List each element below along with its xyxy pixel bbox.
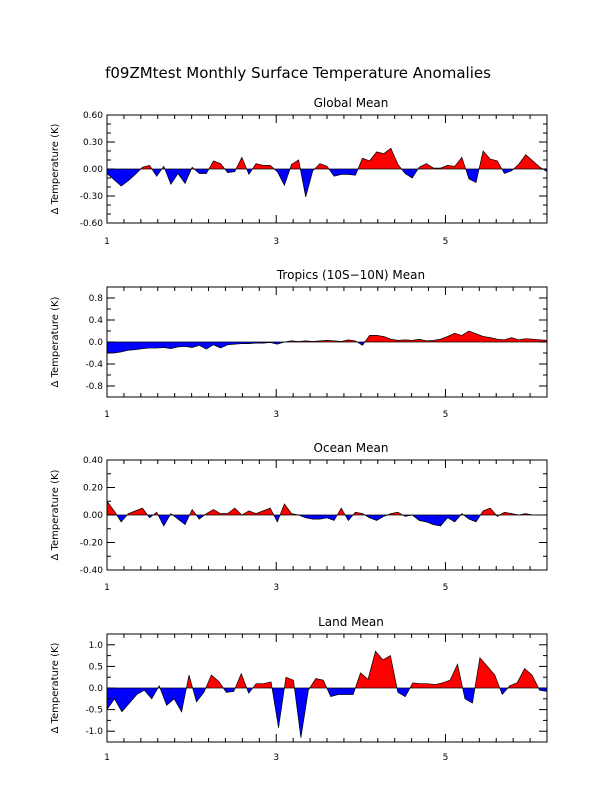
y-axis-label: Δ Temperature (K): [50, 469, 61, 560]
y-tick-label: 0.00: [83, 511, 103, 521]
y-tick-label: 0.4: [89, 316, 104, 326]
y-tick-label: 0.0: [89, 338, 104, 348]
y-axis-label: Δ Temperature (K): [50, 642, 61, 733]
y-tick-label: 0.00: [83, 165, 103, 175]
negative-anomaly-area: [107, 342, 365, 353]
x-tick-label: 5: [443, 583, 449, 593]
panel-global-mean: 0.60 0.30 0.00 -0.30 -0.601 3 5 Global Mean Δ Te…: [50, 96, 548, 247]
positive-anomaly-area: [107, 501, 533, 515]
x-tick-label: 3: [273, 237, 279, 247]
y-tick-label: -0.60: [80, 219, 104, 229]
y-tick-label: -0.4: [85, 360, 103, 370]
y-tick-label: -0.30: [80, 192, 104, 202]
chart-title: f09ZMtest Monthly Surface Temperature An…: [105, 64, 491, 82]
y-tick-label: -0.5: [85, 706, 103, 716]
anomaly-series-line: [106, 501, 547, 527]
y-tick-label: -0.40: [80, 566, 104, 576]
x-tick-label: 5: [443, 410, 449, 420]
panel-title: Global Mean: [314, 96, 389, 110]
panel-title: Ocean Mean: [314, 441, 389, 455]
x-tick-label: 1: [104, 410, 110, 420]
negative-anomaly-area: [107, 688, 547, 738]
y-tick-label: -0.8: [85, 382, 103, 392]
panel-title: Land Mean: [318, 615, 384, 629]
anomaly-series-line: [106, 147, 548, 197]
x-tick-label: 1: [104, 583, 110, 593]
y-tick-label: -1.0: [85, 727, 103, 737]
negative-anomaly-area: [116, 515, 500, 526]
y-tick-label: -0.20: [80, 539, 104, 549]
x-tick-label: 1: [104, 753, 110, 763]
anomaly-series-line: [106, 650, 548, 738]
panel-title: Tropics (10S−10N) Mean: [276, 268, 425, 282]
y-tick-label: 0.8: [89, 294, 104, 304]
x-tick-label: 3: [273, 753, 279, 763]
anomaly-series-line: [107, 330, 548, 354]
y-tick-label: 0.60: [83, 111, 103, 121]
y-tick-label: 0.20: [83, 484, 103, 494]
y-axis-label: Δ Temperature (K): [50, 296, 61, 387]
x-tick-label: 5: [443, 237, 449, 247]
positive-anomaly-area: [157, 651, 539, 688]
y-tick-label: 0.0: [89, 684, 104, 694]
y-tick-label: 1.0: [89, 641, 104, 651]
panel-ocean-mean: 0.40 0.20 0.00 -0.20 -0.401 3 5 Ocean Mean Δ Tem…: [50, 441, 548, 593]
y-axis-label: Δ Temperature (K): [50, 123, 61, 214]
panel-land-mean: 1.0 0.5 0.0 -0.5 -1.0 1 3 5 Land Mean Δ Temperatu…: [50, 615, 548, 763]
positive-anomaly-area: [284, 331, 547, 342]
y-tick-label: 0.40: [83, 456, 103, 466]
x-tick-label: 3: [273, 583, 279, 593]
positive-anomaly-area: [140, 148, 543, 169]
x-tick-label: 1: [104, 237, 110, 247]
y-tick-label: 0.30: [83, 138, 103, 148]
x-tick-label: 5: [443, 753, 449, 763]
x-tick-label: 3: [273, 410, 279, 420]
y-tick-label: 0.5: [89, 662, 103, 672]
panel-tropics-mean: 0.8 0.4 0.0 -0.4 -0.8 1 3 5 Tropics (10S−10N) Me…: [50, 268, 548, 420]
negative-anomaly-area: [107, 169, 547, 197]
